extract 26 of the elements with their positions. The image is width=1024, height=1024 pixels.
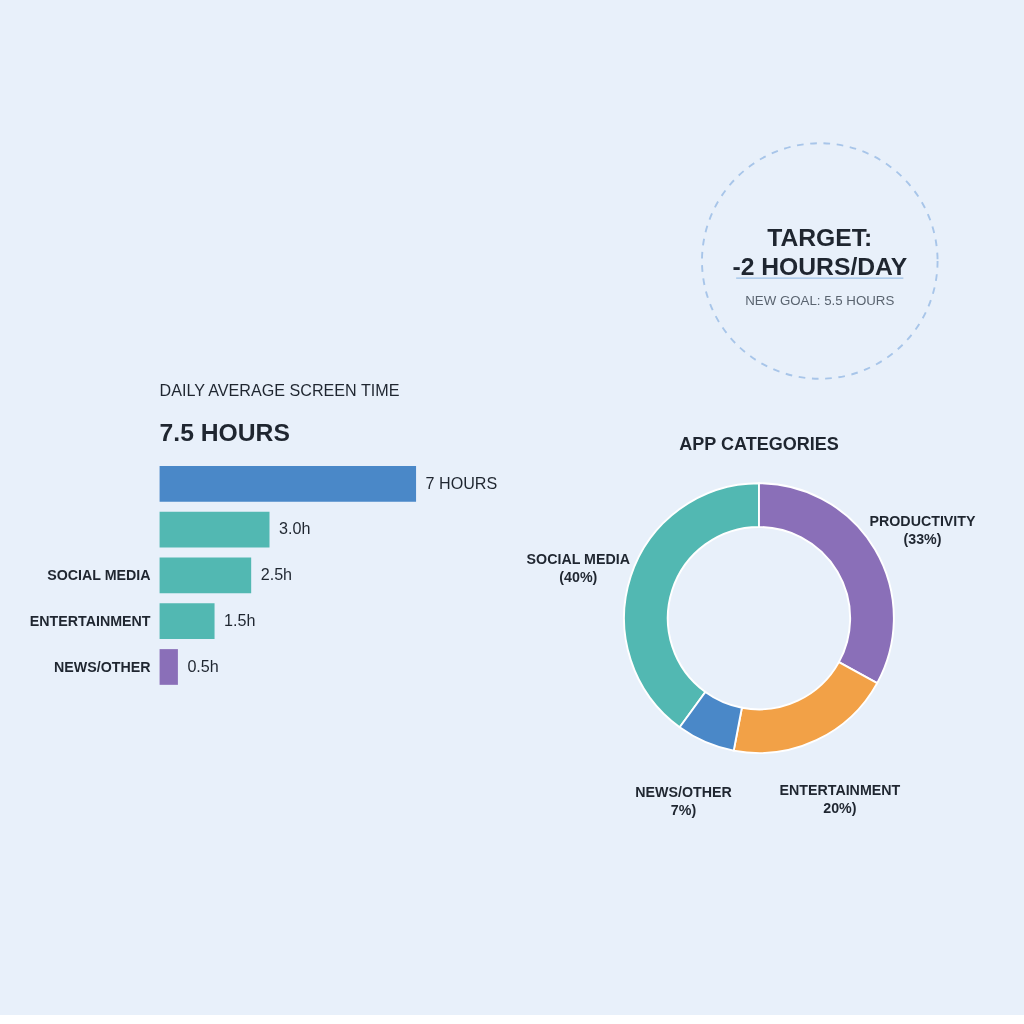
data-label: 3.0h xyxy=(279,519,311,538)
y-tick-label: ENTERTAINMENT xyxy=(29,612,151,629)
slice-label: ENTERTAINMENT xyxy=(779,781,901,798)
data-label: 20%) xyxy=(823,799,857,816)
slice-label: PRODUCTIVITY xyxy=(869,513,976,530)
slice-label: SOCIAL MEDIA xyxy=(526,551,630,568)
chart-subtitle: 7.5 HOURS xyxy=(159,418,290,446)
bar xyxy=(159,511,270,548)
data-label: 2.5h xyxy=(260,565,293,584)
bar xyxy=(159,557,252,594)
data-label: (40%) xyxy=(559,569,598,586)
data-label: 7%) xyxy=(670,802,697,819)
bar xyxy=(159,649,178,685)
bar xyxy=(159,603,215,640)
slice-label: NEWS/OTHER xyxy=(635,784,732,801)
text: NEW GOAL: 5.5 HOURS xyxy=(745,292,895,308)
text: TARGET: -2 HOURS/DAY xyxy=(732,223,908,281)
bar xyxy=(159,466,417,502)
y-tick-label: SOCIAL MEDIA xyxy=(47,567,151,584)
data-label: 7 HOURS xyxy=(425,473,498,492)
y-tick-label: NEWS/OTHER xyxy=(54,658,151,675)
data-label: 1.5h xyxy=(224,610,256,629)
data-label: 0.5h xyxy=(187,656,219,675)
chart-title: DAILY AVERAGE SCREEN TIME xyxy=(159,380,400,399)
data-label: (33%) xyxy=(903,531,942,548)
chart-title: APP CATEGORIES xyxy=(679,434,839,455)
